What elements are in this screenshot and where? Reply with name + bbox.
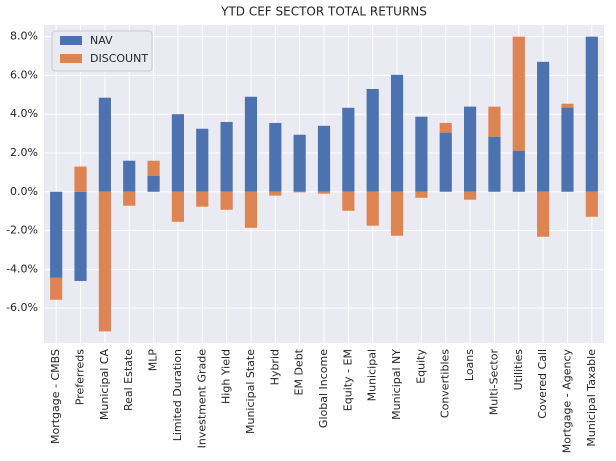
- bar: [366, 191, 379, 226]
- bar: [464, 106, 477, 192]
- bar: [244, 96, 258, 192]
- x-tick-label: Mortgage - CMBS: [49, 349, 62, 444]
- x-tick-label: Limited Duration: [171, 349, 184, 441]
- y-tick-label: 4.0%: [10, 107, 38, 120]
- legend-label: DISCOUNT: [90, 52, 148, 65]
- bar: [439, 122, 452, 133]
- bar: [123, 160, 136, 192]
- bar: [171, 191, 184, 222]
- x-tick-label: Multi-Sector: [487, 349, 500, 416]
- x-tick-label: Loans: [463, 349, 476, 381]
- bar: [147, 160, 160, 176]
- y-tick-label: 0.0%: [10, 185, 38, 198]
- bar: [585, 36, 598, 192]
- chart-title: YTD CEF SECTOR TOTAL RETURNS: [220, 5, 427, 19]
- x-tick-label: Municipal Taxable: [585, 349, 598, 447]
- bar: [220, 191, 233, 210]
- bar: [317, 191, 331, 194]
- x-tick-label: High Yield: [220, 349, 233, 404]
- bar: [269, 122, 282, 192]
- bar: [269, 191, 282, 196]
- bar: [293, 191, 306, 193]
- bar: [342, 191, 355, 211]
- y-tick-label: 8.0%: [10, 30, 38, 43]
- bar: [488, 106, 501, 137]
- x-tick-label: Convertibles: [439, 349, 452, 418]
- bar: [415, 116, 428, 192]
- bar: [439, 132, 452, 192]
- bar: [123, 191, 136, 206]
- y-tick-label: -6.0%: [6, 301, 38, 314]
- x-tick-label: Municipal CA: [98, 349, 111, 421]
- bar: [196, 191, 209, 207]
- bar: [390, 191, 404, 236]
- x-tick-label: MLP: [147, 349, 160, 372]
- legend-swatch: [60, 36, 82, 45]
- x-tick-label: Municipal: [366, 349, 379, 401]
- bar: [50, 191, 63, 278]
- x-tick-label: EM Debt: [293, 348, 306, 395]
- bar: [171, 114, 184, 192]
- bar: [561, 103, 574, 108]
- bar: [488, 136, 501, 192]
- y-tick-label: -2.0%: [6, 224, 38, 237]
- bar: [244, 191, 258, 228]
- x-tick-label: Covered Call: [536, 349, 549, 419]
- x-tick-label: Mortgage - Agency: [560, 349, 573, 454]
- x-tick-label: Preferreds: [74, 349, 87, 405]
- bar: [342, 107, 355, 192]
- bar: [366, 88, 379, 192]
- bar: [147, 175, 160, 192]
- x-tick-label: Real Estate: [122, 349, 135, 411]
- x-tick-label: Equity: [414, 349, 427, 384]
- bar: [74, 166, 87, 192]
- legend-swatch: [60, 54, 82, 63]
- bar: [317, 125, 331, 192]
- x-tick-label: Utilities: [512, 349, 525, 391]
- bar: [537, 61, 550, 192]
- y-tick-label: 2.0%: [10, 146, 38, 159]
- bar: [537, 191, 550, 237]
- x-tick-label: Municipal NY: [390, 349, 403, 420]
- x-tick-label: Municipal State: [244, 349, 257, 434]
- bar: [50, 277, 63, 300]
- bar: [293, 134, 306, 192]
- bar: [415, 191, 428, 198]
- bar: [220, 121, 233, 192]
- bar: [74, 191, 87, 281]
- bar: [98, 191, 111, 332]
- legend-label: NAV: [90, 34, 113, 47]
- bar: [390, 74, 404, 192]
- bar: [561, 107, 574, 192]
- y-tick-label: 6.0%: [10, 68, 38, 81]
- x-tick-label: Hybrid: [268, 349, 281, 385]
- bar: [98, 97, 111, 192]
- y-tick-label: -4.0%: [6, 262, 38, 275]
- bar: [512, 36, 525, 151]
- x-tick-label: Equity - EM: [341, 349, 354, 411]
- bar: [512, 150, 525, 192]
- x-tick-label: Global Income: [317, 349, 330, 428]
- bar: [196, 128, 209, 192]
- x-tick-label: Investment Grade: [195, 349, 208, 449]
- bar: [464, 191, 477, 200]
- bar: [585, 191, 598, 217]
